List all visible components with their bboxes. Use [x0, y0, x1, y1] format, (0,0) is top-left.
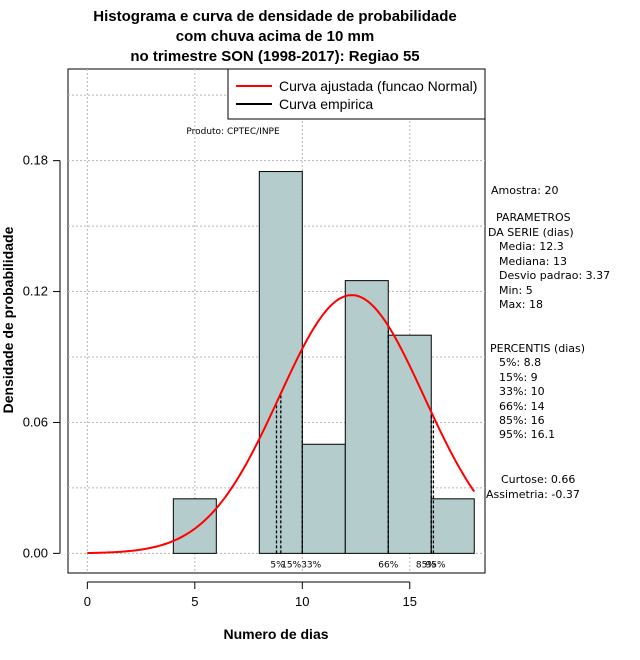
histogram-bar — [172, 498, 217, 554]
chart-title-line-3: no trimestre SON (1998-2017): Regiao 55 — [130, 48, 419, 65]
percentile-lines: 5%15%33% 66% 85%95% — [270, 325, 446, 570]
percentile-85: 85%: 16 — [499, 414, 545, 427]
x-axis: 0 5 10 15 — [84, 581, 417, 609]
normal-curve-layer — [87, 294, 476, 555]
stats-panel: Amostra: 20 PARAMETROS DA SERIE (dias) M… — [486, 184, 610, 501]
legend-label-normal: Curva ajustada (funcao Normal) — [279, 78, 477, 94]
legend: Curva ajustada (funcao Normal) Curva emp… — [227, 68, 486, 120]
y-tick-label: 0.18 — [23, 153, 48, 168]
percentile-label: 66% — [378, 560, 398, 570]
histogram-bar — [344, 280, 389, 554]
percentile-label: 15%33% — [281, 560, 321, 570]
histogram-bar — [430, 498, 475, 554]
x-axis-label: Numero de dias — [223, 626, 328, 642]
x-tick-label: 10 — [295, 594, 309, 609]
histogram-bar — [387, 334, 432, 554]
y-tick-label: 0.00 — [23, 545, 48, 560]
percentile-95: 95%: 16.1 — [499, 428, 555, 441]
legend-label-empirical: Curva empirica — [279, 96, 373, 112]
sample-size: Amostra: 20 — [491, 184, 558, 197]
chart-title-line-2: com chuva acima de 10 mm — [176, 28, 374, 45]
param-max: Max: 18 — [499, 298, 543, 311]
x-tick-label: 5 — [191, 594, 198, 609]
y-tick-label: 0.06 — [23, 414, 48, 429]
legend-box — [227, 68, 486, 120]
normal-curve — [87, 294, 476, 555]
chart-title-line-1: Histograma e curva de densidade de proba… — [93, 8, 456, 25]
param-sd: Desvio padrao: 3.37 — [499, 269, 610, 282]
param-median: Mediana: 13 — [499, 255, 567, 268]
percentile-label: 85% — [416, 560, 436, 570]
param-mean: Media: 12.3 — [499, 240, 564, 253]
kurtosis: Curtose: 0.66 — [501, 473, 575, 486]
param-min: Min: 5 — [499, 284, 533, 297]
params-title: PARAMETROS — [496, 211, 571, 224]
percentile-5: 5%: 8.8 — [499, 356, 541, 369]
percentile-15: 15%: 9 — [499, 371, 538, 384]
params-subtitle: DA SERIE (dias) — [488, 226, 574, 239]
credit-text: Produto: CPTEC/INPE — [186, 127, 280, 137]
histogram-bar — [301, 443, 346, 554]
skewness: Assimetria: -0.37 — [486, 488, 580, 501]
percentile-66: 66%: 14 — [499, 400, 545, 413]
y-tick-label: 0.12 — [23, 284, 48, 299]
percentile-label: 5% — [270, 560, 285, 570]
y-axis: 0.00 0.06 0.12 0.18 — [23, 153, 61, 560]
percentile-33: 33%: 10 — [499, 385, 545, 398]
percentiles-title: PERCENTIS (dias) — [490, 342, 585, 355]
percentile-label: 95% — [426, 560, 446, 570]
x-tick-label: 15 — [403, 594, 417, 609]
y-axis-label: Densidade de probabilidade — [0, 226, 16, 413]
histogram-bars — [172, 171, 475, 554]
x-tick-label: 0 — [84, 594, 91, 609]
